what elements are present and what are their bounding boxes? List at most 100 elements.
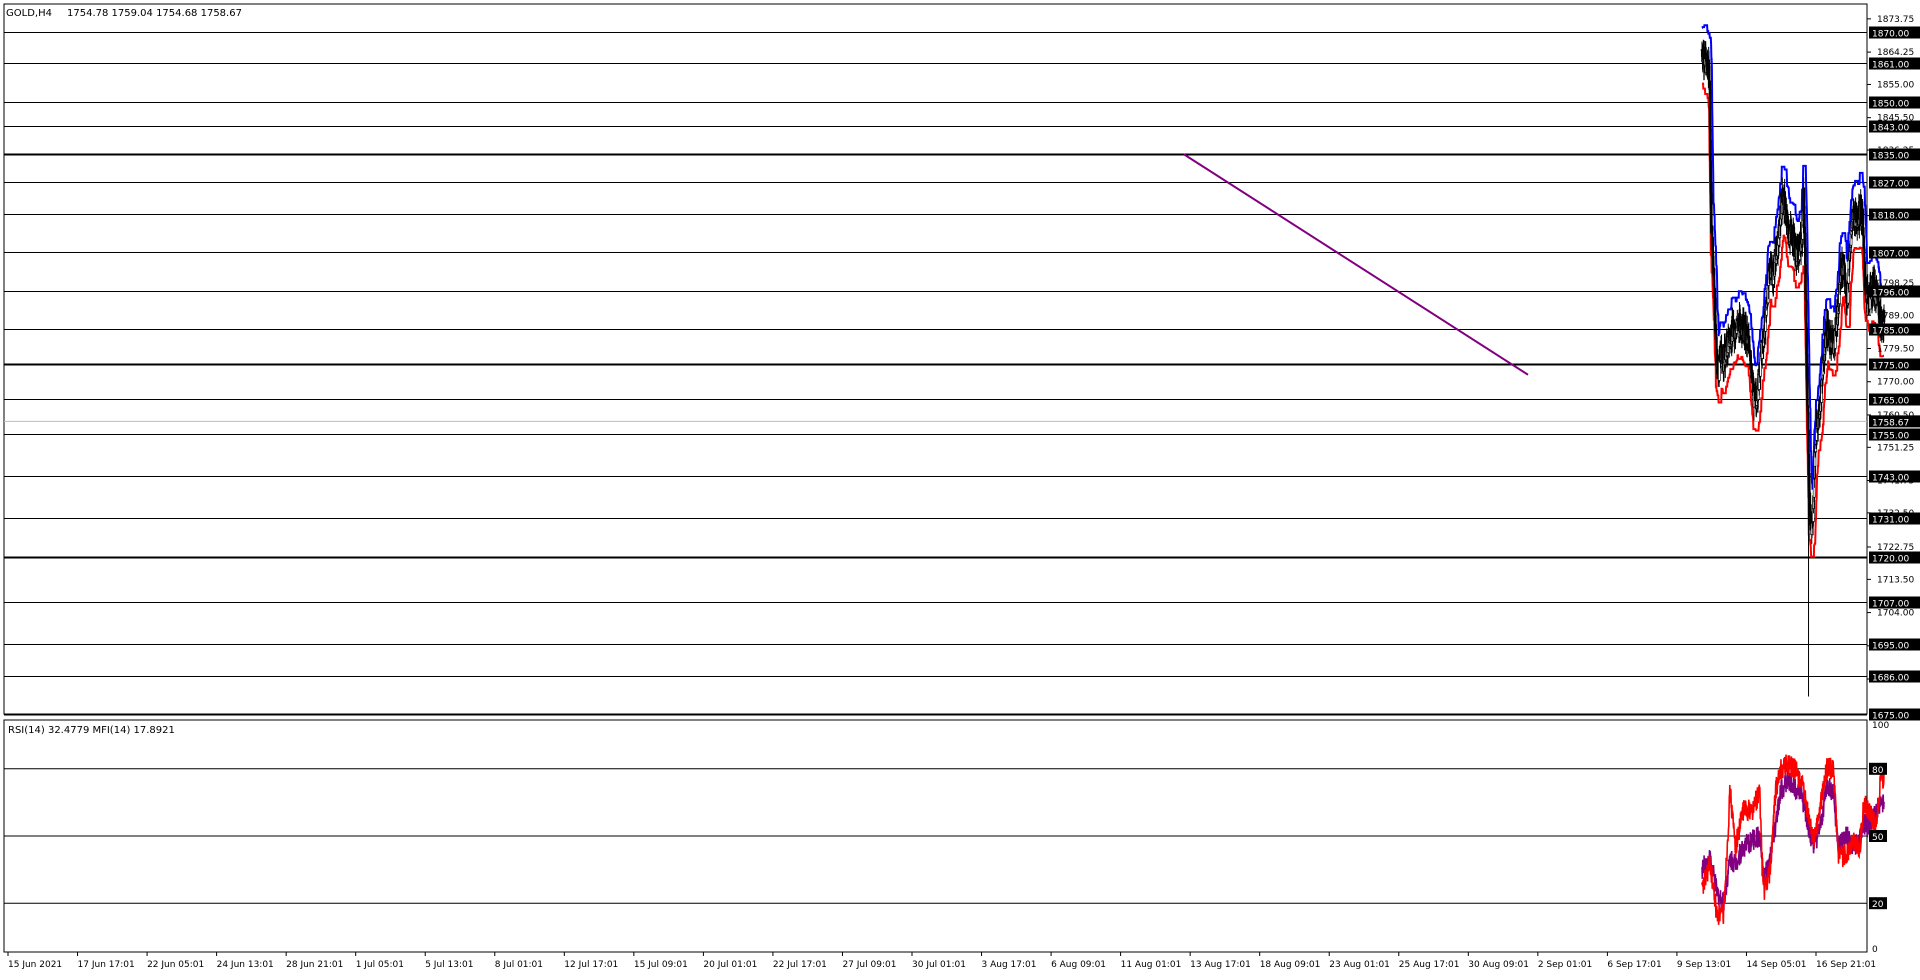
time-label: 17 Jun 17:01 — [78, 960, 135, 970]
time-label: 8 Jul 01:01 — [495, 960, 543, 970]
level-label: 1796.00 — [1872, 289, 1909, 299]
level-label: 1818.00 — [1872, 212, 1909, 222]
level-label: 1695.00 — [1872, 642, 1909, 652]
level-label: 1743.00 — [1872, 474, 1909, 484]
price-tick-label: 1855.00 — [1877, 80, 1914, 90]
level-label-bg — [1869, 512, 1920, 525]
level-label: 1835.00 — [1872, 152, 1909, 162]
current-price-label: 1758.67 — [1872, 418, 1909, 428]
candles — [1700, 39, 1886, 697]
time-label: 15 Jul 09:01 — [634, 960, 688, 970]
level-label: 1843.00 — [1872, 124, 1909, 134]
level-label-bg — [1869, 285, 1920, 298]
candle-body — [1804, 264, 1807, 294]
price-tick-label: 1873.75 — [1877, 15, 1914, 25]
time-label: 3 Aug 17:01 — [982, 960, 1037, 970]
symbol-info: GOLD,H4 — [6, 8, 52, 19]
horizontal-levels — [4, 32, 1867, 716]
candle-body — [1711, 236, 1715, 252]
level-label-bg — [1869, 551, 1920, 564]
price-axis: 1873.751864.251855.001845.501836.251817.… — [1867, 15, 1920, 722]
indicator-tick-label: 0 — [1872, 945, 1878, 955]
level-label-bg — [1869, 393, 1920, 406]
time-label: 5 Jul 13:01 — [425, 960, 473, 970]
level-label: 1775.00 — [1872, 362, 1909, 372]
time-label: 16 Sep 21:01 — [1816, 960, 1876, 970]
time-label: 15 Jun 2021 — [8, 960, 62, 970]
indicator-axis: 100 80 50 20 0 — [1869, 721, 1889, 955]
level-label: 1861.00 — [1872, 61, 1909, 71]
indicator-lines — [1701, 754, 1885, 925]
level-label-bg — [1869, 120, 1920, 133]
candle-body — [1713, 288, 1717, 299]
level-label: 1755.00 — [1872, 432, 1909, 442]
level-label-bg — [1869, 57, 1920, 70]
candle-body — [1713, 297, 1717, 316]
time-label: 30 Aug 09:01 — [1468, 960, 1529, 970]
indicator-level-label-bg — [1869, 897, 1887, 910]
price-tick-label: 1770.00 — [1877, 378, 1914, 388]
level-label-bg — [1869, 148, 1920, 161]
indicator-tick-label: 20 — [1872, 900, 1884, 910]
price-tick-label: 1779.50 — [1877, 345, 1914, 355]
price-tick-label: 1845.50 — [1877, 114, 1914, 124]
level-label-bg — [1869, 176, 1920, 189]
level-label-bg — [1869, 96, 1920, 109]
price-tick-label: 1864.25 — [1877, 48, 1914, 58]
level-label-bg — [1869, 246, 1920, 259]
level-label: 1785.00 — [1872, 327, 1909, 337]
time-label: 20 Jul 01:01 — [703, 960, 757, 970]
level-label: 1675.00 — [1872, 712, 1909, 722]
time-label: 25 Aug 17:01 — [1399, 960, 1460, 970]
price-tick-label: 1789.00 — [1877, 311, 1914, 321]
indicator-info: RSI(14) 32.4779 MFI(14) 17.8921 — [8, 725, 175, 736]
trendline — [1183, 153, 1529, 376]
level-label: 1827.00 — [1872, 180, 1909, 190]
time-label: 27 Jul 09:01 — [842, 960, 896, 970]
time-label: 23 Aug 01:01 — [1329, 960, 1390, 970]
level-label: 1807.00 — [1872, 250, 1909, 260]
time-label: 30 Jul 01:01 — [912, 960, 966, 970]
level-label-bg — [1869, 26, 1920, 39]
level-label-bg — [1869, 470, 1920, 483]
time-label: 6 Sep 17:01 — [1607, 960, 1661, 970]
price-tick-label: 1704.00 — [1877, 609, 1914, 619]
time-label: 6 Aug 09:01 — [1051, 960, 1106, 970]
ohlc-values: 1754.78 1759.04 1754.68 1758.67 — [67, 8, 242, 19]
time-axis: 15 Jun 2021 17 Jun 17:01 22 Jun 05:01 24 Ju… — [7, 952, 1876, 970]
time-label: 14 Sep 05:01 — [1746, 960, 1806, 970]
level-label: 1850.00 — [1872, 100, 1909, 110]
time-label: 12 Jul 17:01 — [564, 960, 618, 970]
level-label-bg — [1869, 596, 1920, 609]
trendline-group — [1183, 153, 1529, 376]
candle-body — [1802, 187, 1806, 207]
level-label: 1765.00 — [1872, 397, 1909, 407]
candle-body — [1805, 366, 1809, 380]
time-label: 22 Jul 17:01 — [773, 960, 827, 970]
candle-body — [1709, 139, 1712, 162]
level-label-bg — [1869, 670, 1920, 683]
time-label: 13 Aug 17:01 — [1190, 960, 1251, 970]
time-label: 1 Jul 05:01 — [356, 960, 404, 970]
time-label: 18 Aug 09:01 — [1260, 960, 1321, 970]
indicator-tick-label: 50 — [1872, 833, 1884, 843]
level-label: 1707.00 — [1872, 600, 1909, 610]
time-label: 9 Sep 13:01 — [1677, 960, 1731, 970]
level-label-bg — [1869, 208, 1920, 221]
level-label: 1686.00 — [1872, 674, 1909, 684]
rsi-line — [1701, 754, 1885, 925]
price-tick-label: 1722.75 — [1877, 543, 1914, 553]
indicator-tick-label: 80 — [1872, 766, 1884, 776]
price-tick-label: 1713.50 — [1877, 575, 1914, 585]
time-label: 2 Sep 01:01 — [1538, 960, 1592, 970]
level-label-bg — [1869, 358, 1920, 371]
candle-body — [1708, 89, 1712, 130]
time-label: 11 Aug 01:01 — [1121, 960, 1182, 970]
candle-body — [1803, 232, 1807, 248]
level-label-bg — [1869, 428, 1920, 441]
time-label: 24 Jun 13:01 — [217, 960, 274, 970]
indicator-tick-label: 100 — [1872, 721, 1889, 731]
level-label-bg — [1869, 708, 1920, 721]
